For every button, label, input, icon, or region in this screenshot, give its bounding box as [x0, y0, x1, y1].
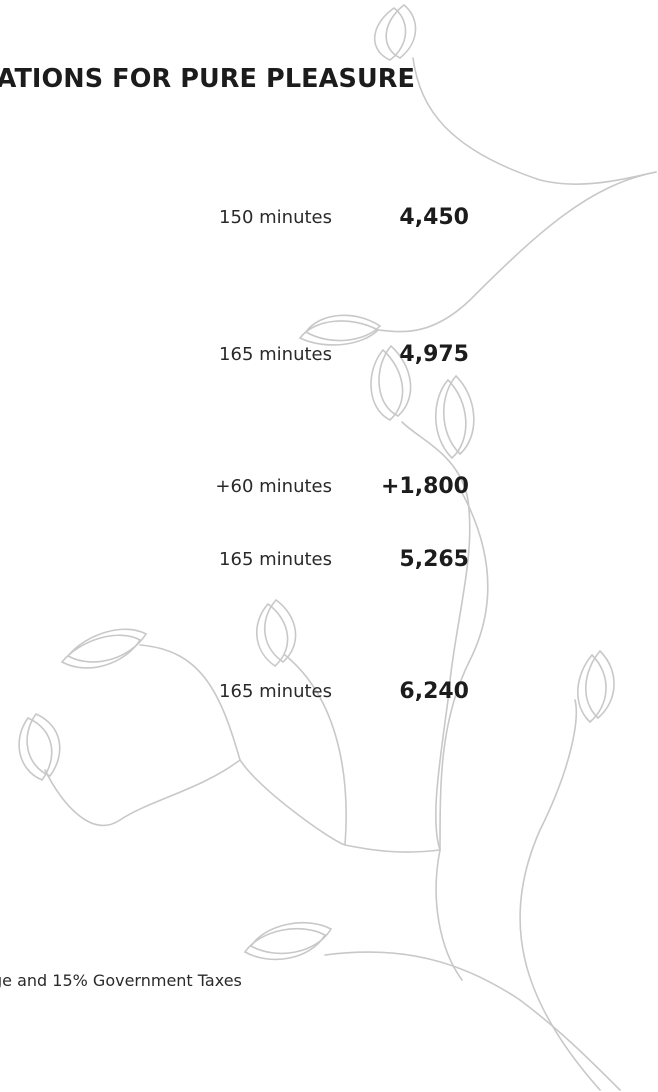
price-row: 165 minutes 5,265: [0, 545, 658, 575]
price-value: 5,265: [399, 547, 469, 572]
price-value: +1,800: [380, 474, 469, 499]
tax-footnote: ge and 15% Government Taxes: [0, 971, 242, 990]
duration-label: 165 minutes: [219, 681, 332, 702]
price-row: 165 minutes 4,975: [0, 340, 658, 370]
duration-label: 165 minutes: [219, 344, 332, 365]
price-row: 150 minutes 4,450: [0, 203, 658, 233]
price-row: 165 minutes 6,240: [0, 677, 658, 707]
duration-label: 150 minutes: [219, 207, 332, 228]
price-value: 6,240: [399, 679, 469, 704]
duration-label: +60 minutes: [215, 476, 332, 497]
price-value: 4,450: [399, 205, 469, 230]
price-value: 4,975: [399, 342, 469, 367]
price-row: +60 minutes +1,800: [0, 472, 658, 502]
page-title: IATIONS FOR PURE PLEASURE: [0, 64, 416, 94]
duration-label: 165 minutes: [219, 549, 332, 570]
